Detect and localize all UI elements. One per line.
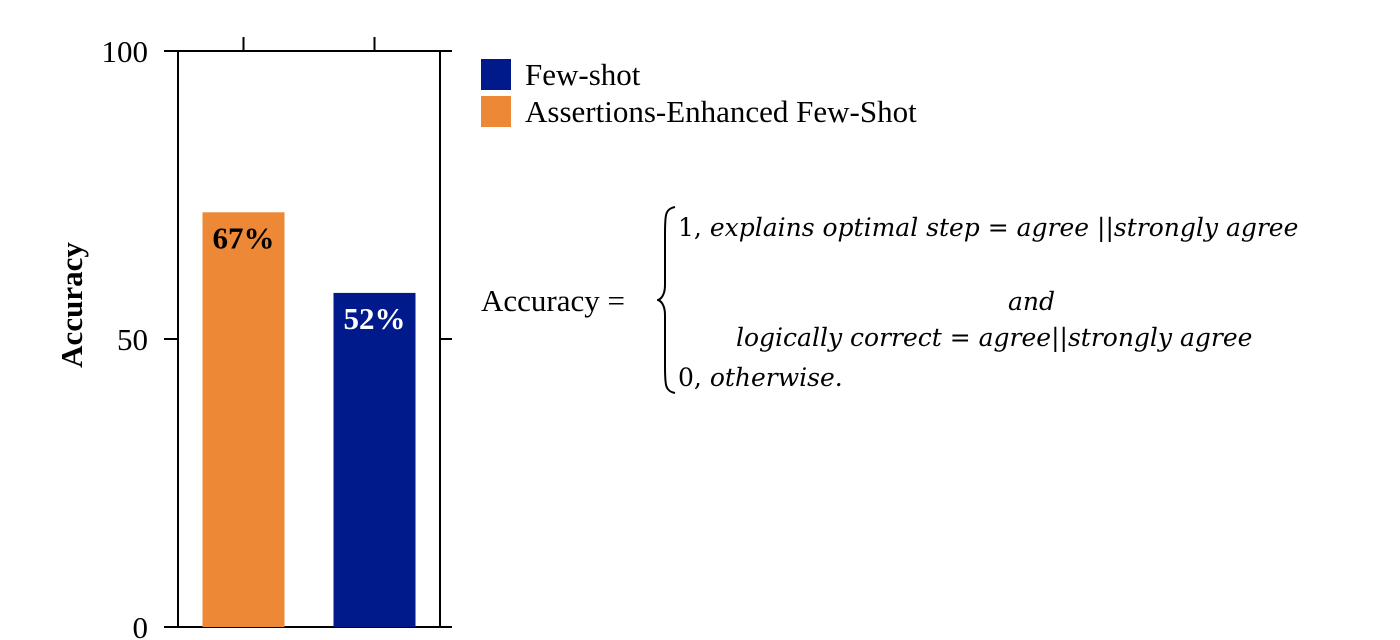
chart-ticks: 0 50 100	[102, 34, 452, 640]
curly-brace-icon	[657, 206, 676, 394]
formula-case1-condition: explains optimal step = agree ||strongly…	[709, 213, 1299, 242]
bar-1	[202, 212, 285, 627]
y-axis-label: Accuracy	[54, 242, 89, 368]
legend-label-assertions: Assertions-Enhanced Few-Shot	[525, 94, 917, 129]
y-tick-label: 100	[102, 34, 149, 69]
accuracy-bar-chart: 67% 52% 0 50 100 Accuracy	[54, 34, 452, 640]
bar-value-label-1: 67%	[213, 220, 275, 255]
formula-case1: 1, explains optimal step = agree ||stron…	[678, 213, 1298, 242]
bar-2	[333, 292, 416, 627]
chart-bars	[202, 212, 416, 627]
chart-bar-labels: 67% 52%	[213, 220, 406, 336]
formula-case2-value: 0,	[678, 363, 702, 392]
chart-legend: Few-shot Assertions-Enhanced Few-Shot	[481, 56, 917, 130]
legend-swatch-assertions	[481, 96, 511, 127]
accuracy-formula: Accuracy = 1, explains optimal step = ag…	[481, 205, 1381, 405]
legend-item-assertions: Assertions-Enhanced Few-Shot	[481, 93, 917, 130]
formula-case1-and: and	[1008, 287, 1056, 316]
formula-lhs: Accuracy =	[481, 283, 625, 318]
bar-value-label-2: 52%	[344, 301, 406, 336]
formula-case1-condition2: logically correct = agree||strongly agre…	[736, 323, 1253, 352]
y-tick-label: 50	[117, 322, 148, 357]
legend-label-few-shot: Few-shot	[525, 57, 641, 92]
formula-case2-condition: otherwise.	[709, 363, 843, 392]
legend-swatch-few-shot	[481, 59, 511, 90]
formula-case1-value: 1,	[678, 213, 702, 242]
y-tick-label: 0	[133, 610, 149, 640]
legend-item-few-shot: Few-shot	[481, 56, 917, 93]
formula-case2: 0, otherwise.	[678, 363, 843, 392]
